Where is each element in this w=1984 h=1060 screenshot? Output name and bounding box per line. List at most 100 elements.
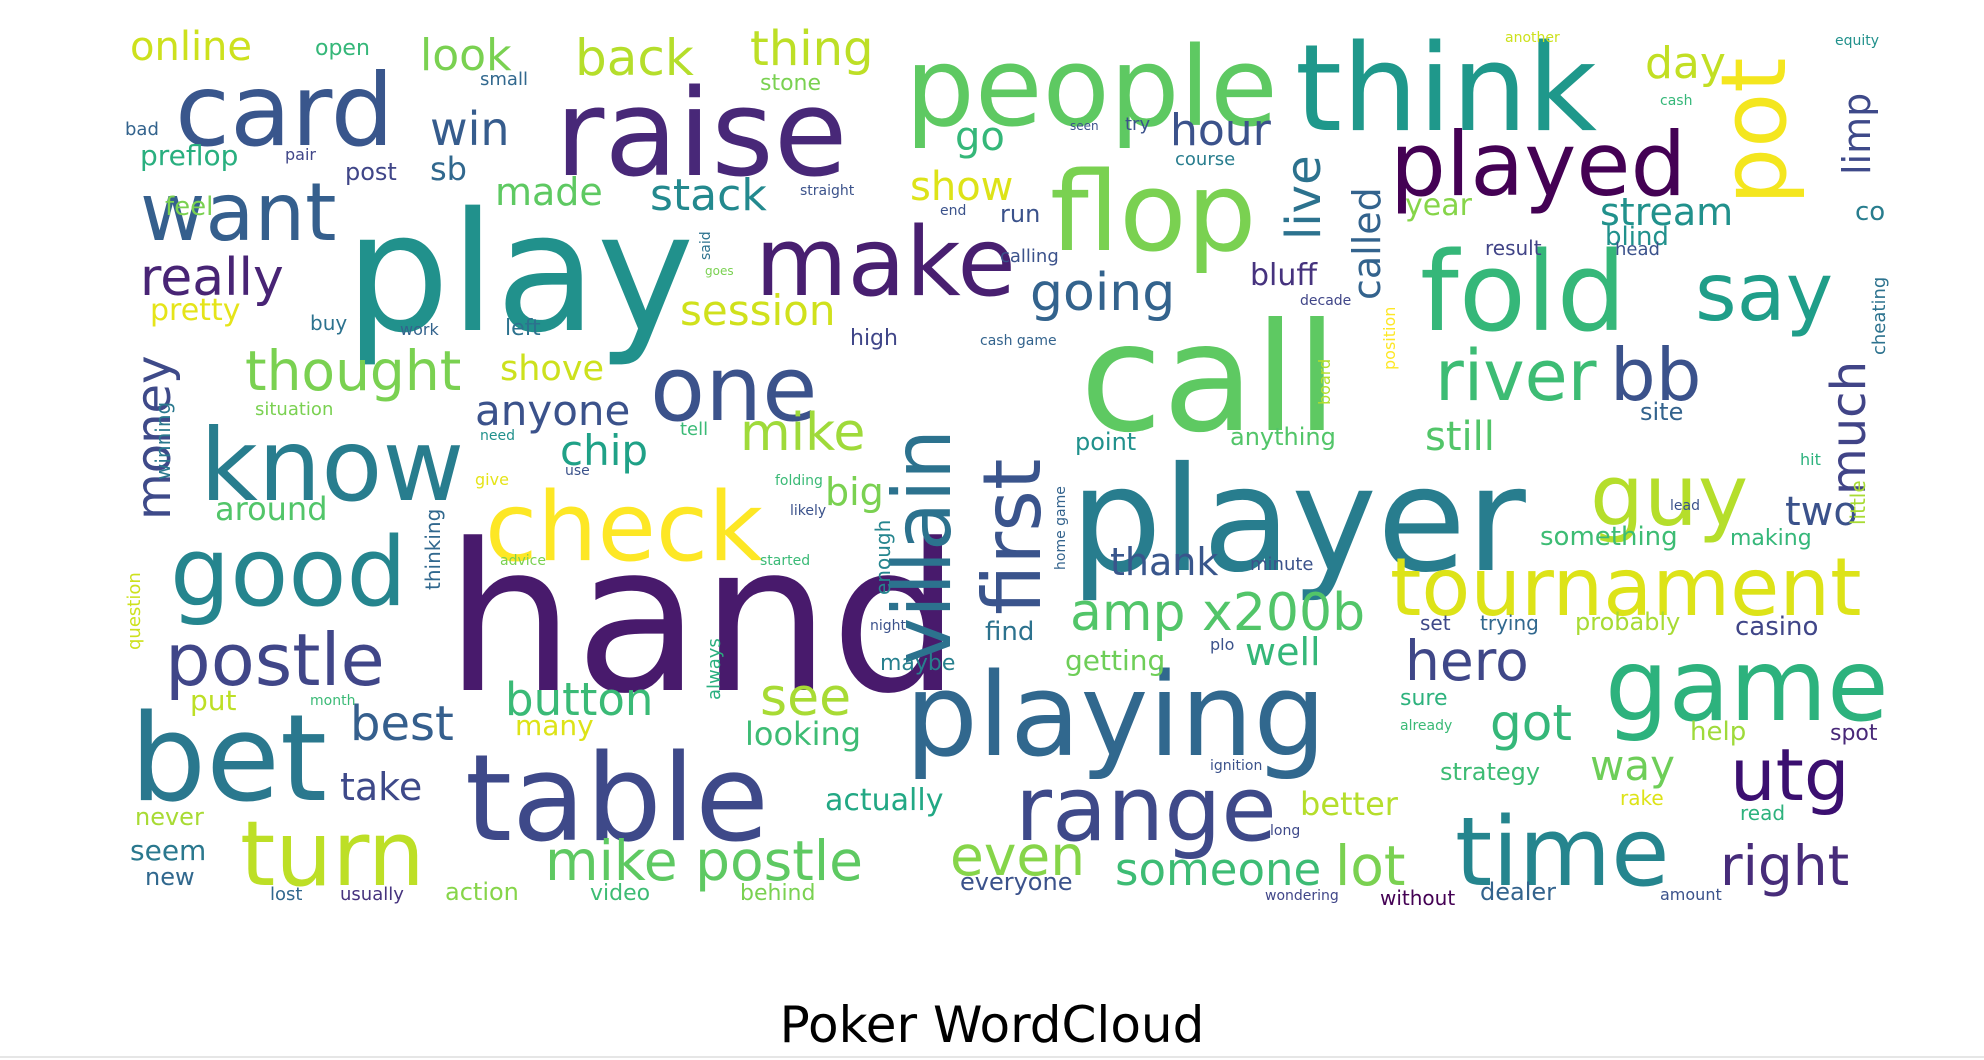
- word-hero: hero: [1405, 629, 1529, 693]
- word-end: end: [940, 203, 966, 219]
- word-plo: plo: [1210, 635, 1234, 654]
- word-casino: casino: [1735, 612, 1818, 642]
- word-pair: pair: [285, 145, 316, 164]
- word-day: day: [1645, 38, 1726, 89]
- word-bluff: bluff: [1250, 258, 1318, 293]
- word-winning: winning: [151, 402, 175, 480]
- word-behind: behind: [740, 881, 815, 906]
- word-find: find: [985, 617, 1034, 647]
- word-chip: chip: [560, 426, 648, 475]
- word-put: put: [190, 684, 237, 717]
- word-big: big: [825, 470, 884, 514]
- word-try: try: [1125, 114, 1150, 135]
- word-cash-game: cash game: [980, 333, 1057, 349]
- word-thing: thing: [750, 21, 873, 77]
- word-trying: trying: [1480, 611, 1539, 635]
- word-want: want: [140, 166, 337, 259]
- word-thinking: thinking: [421, 509, 445, 590]
- word-equity: equity: [1835, 33, 1879, 49]
- word-seem: seem: [130, 834, 206, 867]
- word-amount: amount: [1660, 885, 1722, 904]
- word-little: little: [1846, 480, 1870, 525]
- word-online: online: [130, 24, 252, 70]
- word-really: really: [140, 248, 284, 308]
- word-open: open: [315, 36, 370, 61]
- word-position: position: [1380, 307, 1399, 370]
- word-river: river: [1435, 335, 1597, 417]
- word-home-game: home game: [1053, 486, 1069, 570]
- word-started: started: [760, 553, 810, 569]
- word-ignition: ignition: [1210, 758, 1262, 774]
- word-course: course: [1175, 149, 1235, 170]
- word-stream: stream: [1600, 190, 1733, 234]
- word-first: first: [966, 459, 1059, 615]
- word-set: set: [1420, 611, 1451, 635]
- word-mike-postle: mike postle: [545, 829, 863, 893]
- word-thank: thank: [1110, 540, 1218, 584]
- word-session: session: [680, 286, 835, 335]
- word-called: called: [1345, 187, 1389, 300]
- word-blind: blind: [1605, 222, 1669, 252]
- word-going: going: [1030, 263, 1175, 323]
- word-thought: thought: [245, 339, 461, 403]
- word-made: made: [495, 170, 603, 214]
- word-year: year: [1405, 188, 1473, 223]
- word-cash: cash: [1660, 93, 1692, 109]
- word-cloud-words: handplayplayercallthinkpeopleraisetableb…: [124, 20, 1890, 910]
- word-mike: mike: [740, 403, 865, 463]
- word-likely: likely: [790, 503, 826, 519]
- word-rake: rake: [1620, 786, 1664, 810]
- word-even: even: [950, 824, 1085, 888]
- word-decade: decade: [1300, 293, 1351, 309]
- word-tell: tell: [680, 419, 708, 440]
- word-action: action: [445, 878, 519, 906]
- word-sb: sb: [430, 150, 467, 188]
- word-think: think: [1295, 20, 1598, 159]
- word-looking: looking: [745, 715, 861, 753]
- word-everyone: everyone: [960, 868, 1072, 896]
- word-someone: someone: [1115, 843, 1321, 896]
- word-well: well: [1245, 630, 1321, 674]
- word-pot: pot: [1702, 58, 1807, 205]
- word-long: long: [1270, 823, 1300, 839]
- word-play: play: [345, 177, 694, 369]
- word-check: check: [485, 473, 763, 583]
- bottom-divider: [0, 1056, 1984, 1058]
- word-anything: anything: [1230, 423, 1336, 451]
- word-way: way: [1590, 741, 1675, 790]
- word-stack: stack: [650, 170, 767, 221]
- word-advice: advice: [500, 553, 546, 569]
- word-lost: lost: [270, 884, 302, 905]
- word-cheating: cheating: [1869, 277, 1890, 355]
- word-better: better: [1300, 785, 1399, 823]
- word-fold: fold: [1420, 228, 1626, 356]
- word-hit: hit: [1800, 450, 1821, 469]
- word-look: look: [420, 30, 512, 81]
- word-read: read: [1740, 801, 1785, 825]
- word-run: run: [1000, 200, 1040, 228]
- word-make: make: [755, 208, 1016, 318]
- word-best: best: [350, 696, 454, 752]
- word-got: got: [1490, 694, 1572, 752]
- word-post: post: [345, 158, 397, 186]
- word-postle: postle: [165, 618, 385, 702]
- word-minute: minute: [1250, 554, 1313, 575]
- word-without: without: [1380, 886, 1455, 910]
- word-preflop: preflop: [140, 139, 238, 172]
- word-shove: shove: [500, 349, 604, 389]
- word-show: show: [910, 164, 1013, 210]
- word-back: back: [575, 29, 694, 87]
- word-hour: hour: [1170, 105, 1272, 156]
- word-seen: seen: [1070, 119, 1099, 133]
- word-around: around: [215, 490, 328, 528]
- word-live: live: [1276, 155, 1332, 240]
- word-utg: utg: [1730, 733, 1850, 817]
- word-playing: playing: [905, 649, 1326, 783]
- word-co: co: [1855, 197, 1885, 227]
- word-one: one: [650, 337, 817, 442]
- word-game: game: [1605, 627, 1889, 744]
- word-tournament: tournament: [1390, 541, 1861, 634]
- word-know: know: [200, 407, 464, 524]
- word-sure: sure: [1400, 686, 1448, 711]
- word-another: another: [1505, 30, 1560, 46]
